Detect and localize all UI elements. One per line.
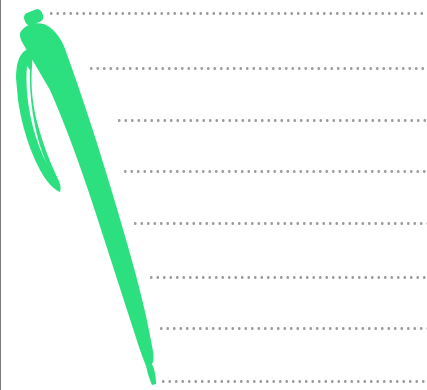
dotted-line-7 (158, 327, 427, 330)
dotted-line-6 (148, 276, 427, 279)
left-border (0, 0, 1, 390)
dotted-line-8 (160, 380, 427, 383)
dotted-line-1 (48, 12, 427, 15)
dotted-line-2 (88, 67, 427, 70)
dotted-line-3 (116, 119, 427, 122)
dotted-line-4 (122, 170, 427, 173)
dotted-line-5 (132, 222, 427, 225)
